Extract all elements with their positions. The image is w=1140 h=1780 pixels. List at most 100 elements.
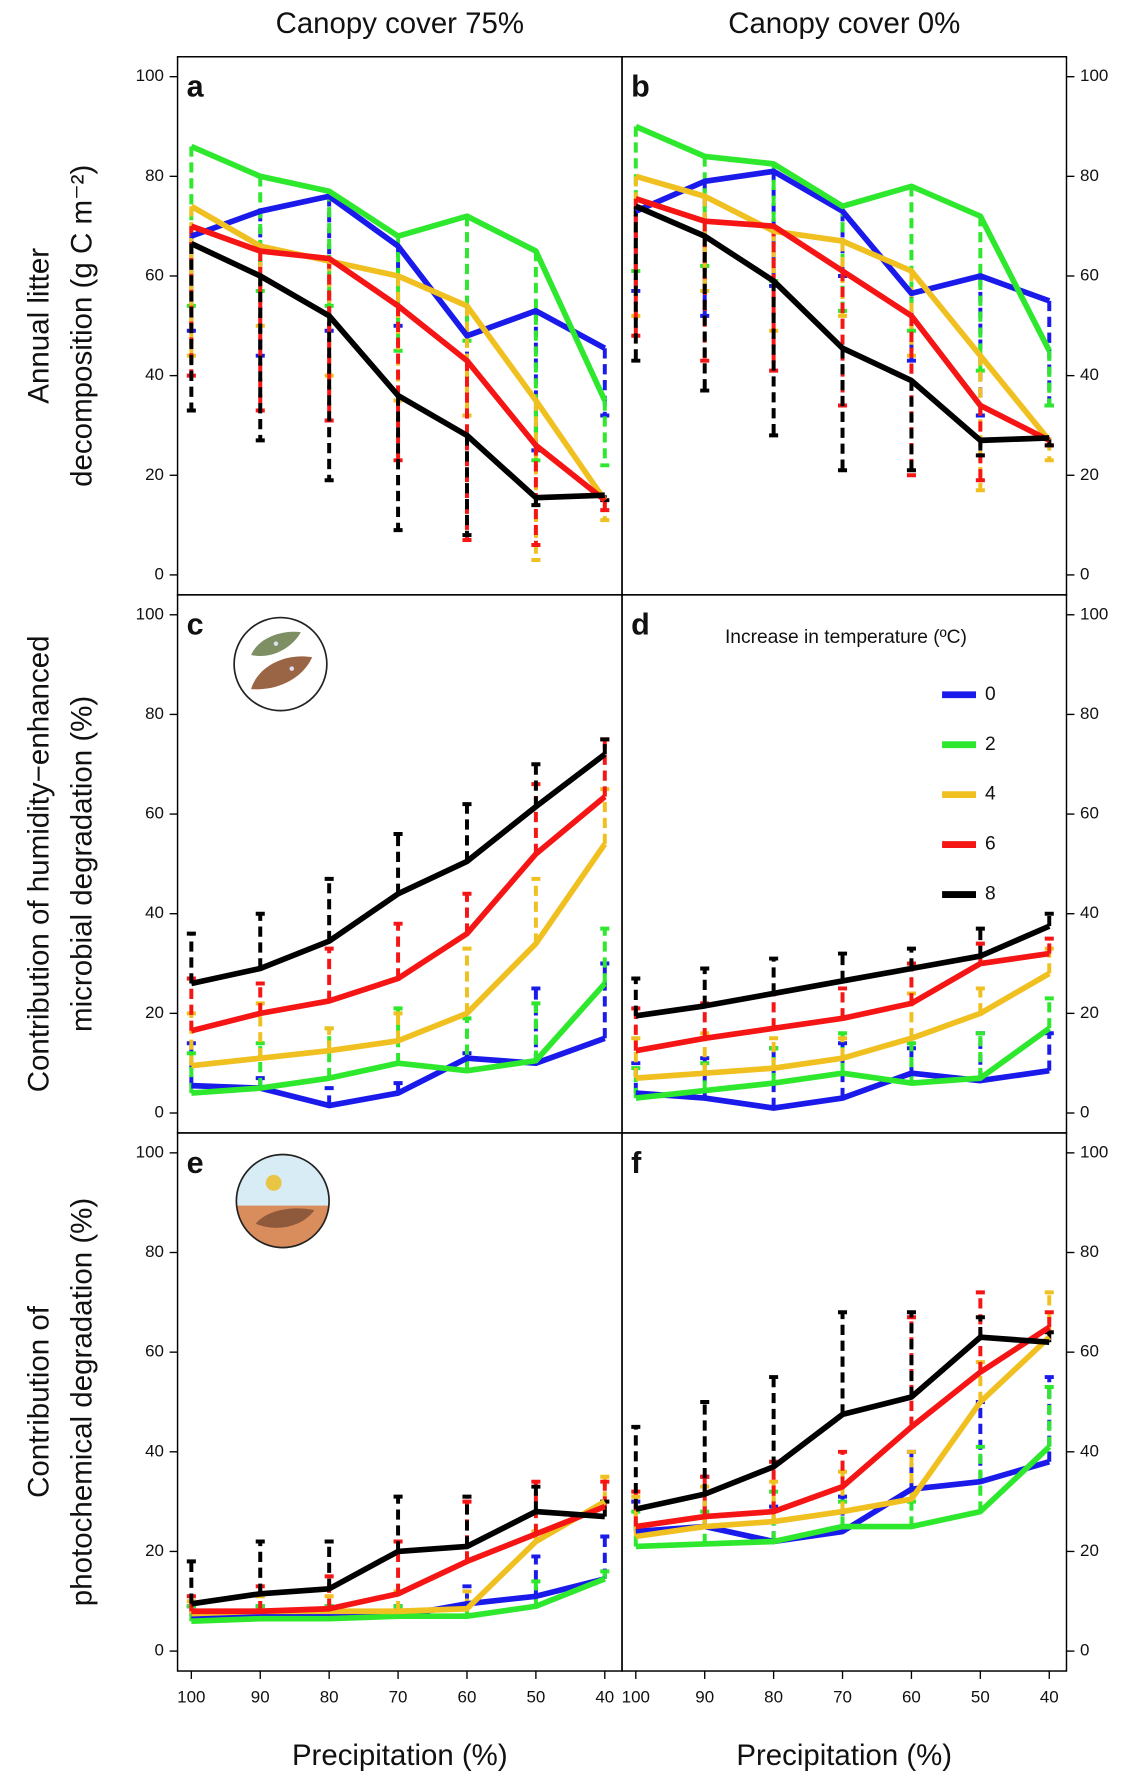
x-tick-label: 80 [320,1688,339,1707]
y-axis-label: Contribution of humidity−enhanced [23,635,56,1092]
error-bar [324,1539,334,1589]
error-bar [255,981,265,1014]
y-tick-label: 100 [136,66,164,85]
x-tick-label: 100 [622,1688,650,1707]
x-tick-label: 50 [971,1688,990,1707]
y-tick-label: 80 [145,704,164,723]
series-line [191,1503,606,1615]
error-bar [462,1016,472,1071]
error-bar [531,1001,541,1061]
legend-title: Increase in temperature (ºC) [725,627,967,648]
y-tick-label: 60 [1080,1342,1099,1361]
series-line [635,1334,1050,1512]
error-bar [1044,936,1054,954]
error-bar [975,926,985,957]
y-axis-label: decomposition (g C m⁻²) [66,165,99,487]
x-axis-label: Precipitation (%) [736,1739,952,1772]
y-tick-label: 80 [1080,704,1099,723]
panel-frame [621,1132,1068,1672]
series-line [635,923,1051,1019]
series-line [190,241,605,501]
y-tick-label: 60 [1080,265,1099,284]
error-bar [186,243,196,413]
error-bar [600,737,610,755]
x-tick-label: 90 [251,1688,270,1707]
error-bar [393,1011,403,1041]
y-tick-label: 80 [1080,1242,1099,1261]
y-axis-label: microbial degradation (%) [66,696,99,1032]
panel-letter: e [187,1146,204,1180]
series-line [190,752,607,987]
error-bar [1044,350,1054,408]
error-bar [600,926,610,984]
series-line [190,143,608,402]
error-bar [838,348,848,473]
series-line [191,981,607,1096]
x-tick-label: 80 [764,1688,783,1707]
legend-label: 0 [985,684,996,705]
x-tick-label: 60 [902,1688,921,1707]
series-line [634,168,1051,304]
error-bar [631,206,641,363]
y-tick-label: 100 [1080,66,1108,85]
error-bar [393,395,403,533]
x-tick-label: 50 [526,1688,545,1707]
error-bar [324,876,334,942]
series-line [634,123,1052,353]
error-bar [906,1310,916,1397]
error-bar [1044,911,1054,927]
panel-letter: c [187,608,204,642]
y-tick-label: 60 [145,265,164,284]
error-bar [975,216,985,373]
y-tick-label: 40 [1080,903,1099,922]
y-tick-label: 100 [1080,604,1108,623]
legend-label: 4 [985,784,996,805]
series-line [189,203,608,502]
error-bar [531,876,541,944]
error-bar [255,1539,265,1594]
error-bar [462,946,472,1014]
y-tick-label: 80 [145,1242,164,1261]
error-bar [1044,996,1054,1029]
series-line [635,1444,1052,1550]
column-title: Canopy cover 0% [728,7,960,40]
y-tick-label: 40 [145,1441,164,1460]
error-bar [1044,1385,1054,1447]
x-tick-label: 70 [389,1688,408,1707]
y-tick-label: 100 [136,1142,164,1161]
x-tick-label: 40 [1040,1688,1059,1707]
error-bar [462,435,472,538]
y-tick-label: 80 [145,166,164,185]
error-bar [700,236,710,393]
y-tick-label: 0 [1080,564,1089,583]
leaf-icon [233,616,328,712]
series-line [635,971,1051,1081]
y-tick-label: 100 [136,604,164,623]
series-line [191,1576,606,1625]
error-bar [531,762,541,807]
y-axis-label: Annual litter [23,248,56,404]
x-tick-label: 60 [458,1688,477,1707]
series-line [635,950,1050,1054]
series-line [190,1508,605,1607]
error-bar [462,891,472,934]
series-line [190,223,607,503]
y-tick-label: 20 [145,1541,164,1560]
error-bar [700,1399,710,1495]
error-bar [600,1569,610,1579]
error-bar [700,966,710,1006]
y-tick-label: 40 [145,903,164,922]
x-tick-label: 100 [177,1688,205,1707]
error-bar [531,1484,541,1512]
x-axis-label: Precipitation (%) [292,1739,508,1772]
y-tick-label: 0 [155,564,164,583]
y-tick-label: 20 [1080,465,1099,484]
error-bar [600,400,610,468]
panel-letter: f [631,1146,642,1180]
error-bar [462,360,472,543]
error-bar [393,921,403,979]
panel-letter: a [187,70,205,104]
y-tick-label: 0 [155,1641,164,1660]
y-tick-label: 20 [145,465,164,484]
